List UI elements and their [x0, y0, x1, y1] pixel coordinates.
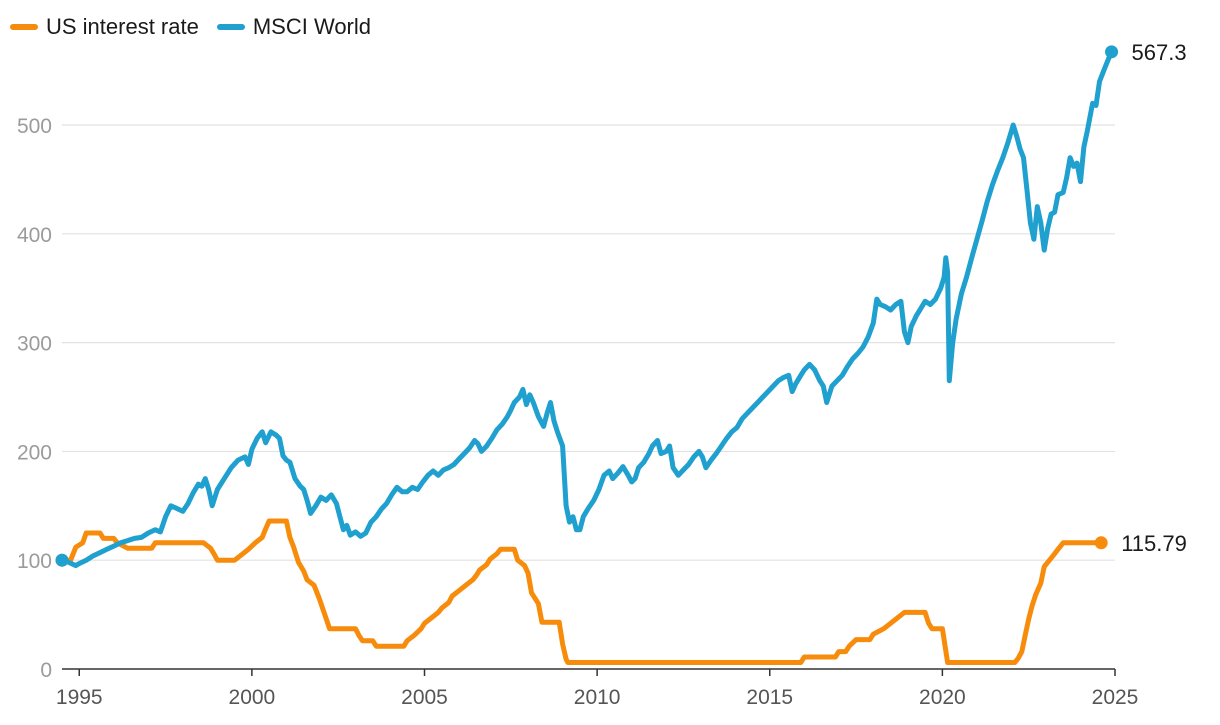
y-axis-ticks: 0 100 200 300 400 500 — [17, 115, 52, 682]
end-label-us-interest-rate: 115.79 — [1121, 531, 1187, 556]
y-tick-label: 200 — [17, 441, 52, 464]
y-tick-label: 400 — [17, 224, 52, 247]
y-tick-label: 100 — [17, 550, 52, 573]
legend-swatch-msci-world — [216, 24, 245, 30]
gridlines — [62, 124, 1115, 561]
x-tick-label: 2020 — [919, 686, 966, 709]
y-tick-label: 0 — [40, 659, 52, 682]
legend-label-us-interest-rate: US interest rate — [46, 14, 199, 39]
x-tick-label: 1995 — [56, 686, 103, 709]
legend: US interest rate MSCI World — [10, 14, 371, 40]
legend-item-us-interest-rate[interactable]: US interest rate — [10, 14, 199, 40]
end-label-msci-world: 567.3 — [1132, 40, 1187, 65]
y-tick-label: 500 — [17, 115, 52, 138]
legend-item-msci-world[interactable]: MSCI World — [216, 14, 372, 40]
start-marker-msci-world[interactable] — [55, 553, 69, 567]
legend-swatch-us-interest-rate — [10, 24, 38, 30]
end-marker-msci-world[interactable] — [1105, 45, 1119, 59]
x-tick-label: 2010 — [574, 686, 621, 709]
y-tick-label: 300 — [17, 333, 52, 356]
x-tick-label: 2025 — [1092, 686, 1139, 709]
series-line-msci-world[interactable] — [59, 49, 1114, 569]
x-axis-ticks: 1995 2000 2005 2010 2015 2020 2025 — [56, 669, 1138, 709]
series-lines — [59, 49, 1114, 665]
x-tick-label: 2015 — [746, 686, 793, 709]
x-tick-label: 2000 — [229, 686, 276, 709]
legend-label-msci-world: MSCI World — [252, 14, 372, 39]
end-marker-us-interest-rate[interactable] — [1094, 536, 1108, 550]
x-tick-label: 2005 — [401, 686, 448, 709]
series-line-us-interest-rate[interactable] — [59, 518, 1104, 665]
end-markers: 115.79 567.3 — [55, 40, 1187, 567]
